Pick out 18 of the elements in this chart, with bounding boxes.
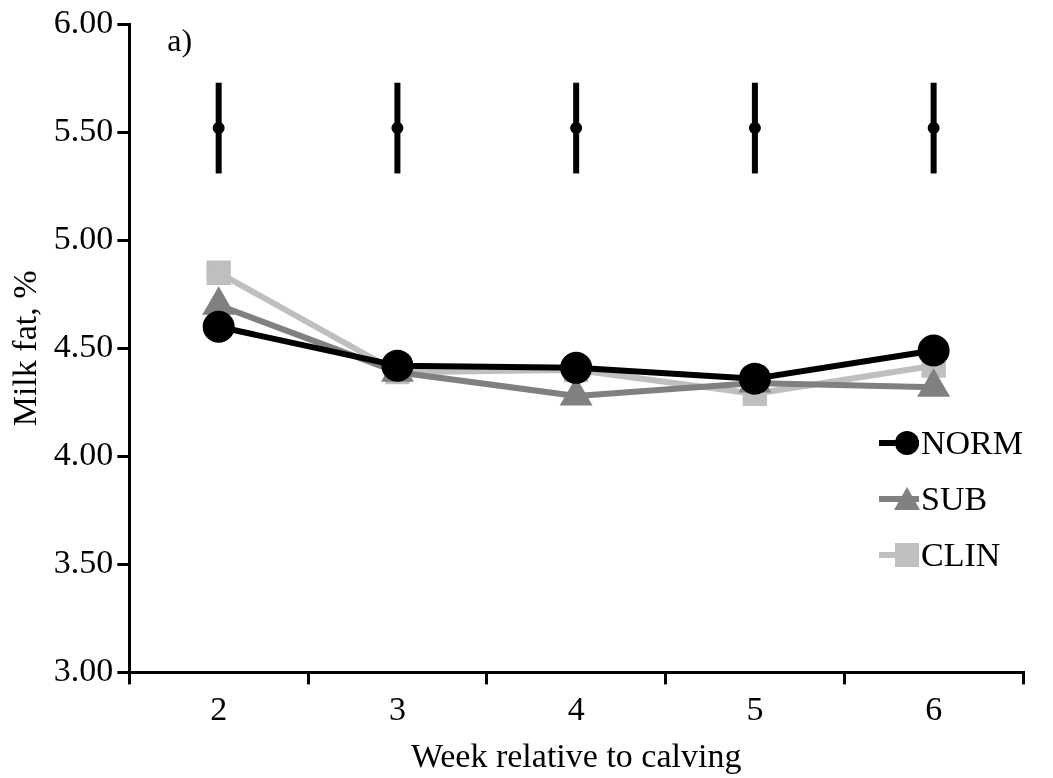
y-tick-label: 4.00 (53, 435, 114, 473)
annotation: a) (167, 21, 193, 58)
x-tick-label: 6 (925, 689, 943, 727)
legend-label: CLIN (920, 536, 1001, 574)
y-tick-label: 4.50 (53, 327, 114, 365)
x-tick-label: 5 (746, 689, 764, 727)
legend-label: NORM (920, 424, 1023, 462)
x-axis-title: Week relative to calving (410, 736, 742, 774)
legend-label: SUB (920, 480, 988, 518)
x-tick-label: 3 (388, 689, 406, 727)
x-tick-label: 2 (210, 689, 228, 727)
y-tick-label: 5.50 (53, 111, 114, 149)
y-axis-title: Milk fat, % (6, 270, 44, 427)
y-tick-label: 6.00 (53, 3, 114, 41)
y-tick-label: 3.50 (53, 543, 114, 581)
y-tick-label: 3.00 (53, 651, 114, 689)
x-tick-label: 4 (567, 689, 585, 727)
y-tick-label: 5.00 (53, 219, 114, 257)
